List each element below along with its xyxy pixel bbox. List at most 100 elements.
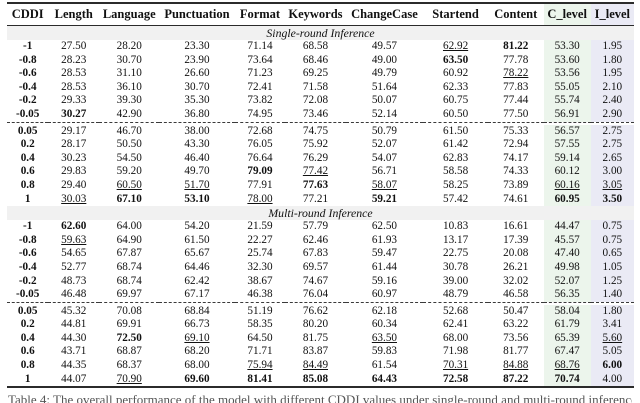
table-cell: 2.90 [590,107,634,123]
row-label-cddi: -1 [23,40,33,52]
table-cell: 56.71 [371,165,397,178]
table-cell: 75.94 [247,359,273,372]
table-cell: 0.75 [590,220,634,234]
row-label-cddi: -0.8 [18,53,37,66]
table-cell: 62.33 [442,80,469,93]
table-cell: 71.14 [247,40,273,52]
table-cell: 68.87 [116,345,142,358]
table-cell: 62.92 [442,40,469,52]
table-cell: 28.23 [61,53,87,66]
table-cell: 70.31 [442,359,469,372]
table-cell: 67.83 [302,247,329,260]
table-cell: 71.58 [302,80,329,93]
row-label-cddi: 0.4 [20,331,35,344]
table-cell: 26.21 [503,260,529,273]
results-table: CDDI Length Language Punctuation Format Keywo… [7,2,634,389]
table-cell: 68.74 [116,274,142,287]
table-cell: 62.60 [61,220,87,233]
table-cell: 3.41 [590,318,634,332]
table-cell: 22.27 [247,233,273,246]
table-cell: 72.94 [503,138,529,151]
table-cell: 46.70 [116,124,142,137]
table-cell: 47.40 [543,247,591,261]
table-cell: 64.43 [371,372,397,385]
table-cell: 80.20 [302,318,329,331]
table-cell: 59.47 [371,247,397,260]
table-cell: 77.42 [302,165,329,178]
table-cell: 61.50 [184,233,210,246]
column-header: CDDI [7,3,49,26]
table-row: -0.8 59.63 64.90 61.50 22.27 62.46 61.93 13.17 1… [7,233,634,248]
row-label-cddi: 0.2 [20,318,35,331]
table-cell: 46.38 [247,288,273,301]
table-cell: 44.81 [61,318,87,331]
table-cell: 0.65 [590,247,634,261]
table-cell: 23.30 [184,40,210,52]
table-cell: 75.92 [302,138,329,151]
table-cell: 76.64 [247,151,273,164]
table-cell: 69.60 [184,372,210,385]
table-cell: 2.65 [590,151,634,166]
table-cell: 28.17 [61,138,87,151]
table-cell: 79.09 [247,165,273,178]
table-cell: 1.80 [590,304,634,319]
table-cell: 38.00 [184,124,210,137]
column-header: Punctuation [159,3,235,26]
table-cell: 52.77 [61,260,87,273]
table-cell: 29.17 [61,124,87,137]
table-cell: 64.46 [184,260,210,273]
table-cell: 52.14 [371,107,397,120]
table-cell: 1.25 [590,274,634,289]
row-label-cddi: 0.05 [17,124,38,137]
row-label-cddi: -0.2 [18,94,37,107]
table-cell: 61.93 [371,233,397,246]
table-row: -1 62.60 64.00 54.20 21.59 57.79 62.50 10.83 16.… [7,220,634,234]
table-cell: 74.61 [503,192,529,205]
table-cell: 72.41 [247,80,273,93]
table-cell: 64.90 [116,233,142,246]
table-cell: 68.84 [184,304,210,317]
table-cell: 1.80 [590,53,634,68]
table-cell: 5.60 [590,331,634,346]
table-cell: 42.90 [116,107,142,120]
table-cell: 77.83 [503,80,529,93]
table-cell: 44.47 [543,220,591,234]
table-cell: 2.10 [590,80,634,95]
row-label-cddi: -1 [23,220,33,233]
table-cell: 30.78 [442,260,469,273]
table-cell: 76.29 [302,151,329,164]
table-row: 0.4 30.23 54.50 46.40 76.64 76.29 54.07 62.83 74… [7,151,634,166]
table-cell: 62.41 [442,318,469,331]
table-cell: 60.50 [116,178,142,191]
table-cell: 67.17 [184,288,210,301]
table-cell: 10.83 [442,220,469,233]
table-caption: Table 4: The overall performance of the … [8,392,632,403]
table-cell: 54.07 [371,151,397,164]
table-cell: 1.95 [590,67,634,81]
table-cell: 61.54 [371,359,397,372]
table-cell: 60.75 [442,94,469,107]
table-cell: 50.79 [371,124,397,137]
table-cell: 35.30 [184,94,210,107]
table-cell: 53.56 [543,67,591,81]
row-label-cddi: -0.8 [18,233,37,246]
table-cell: 69.25 [302,67,329,80]
table-cell: 77.91 [247,178,273,191]
table-cell: 68.76 [543,359,591,373]
table-cell: 3.05 [590,178,634,193]
table-cell: 60.92 [442,67,469,80]
table-cell: 30.70 [116,53,142,66]
table-cell: 29.83 [61,165,87,178]
table-cell: 77.44 [503,94,529,107]
table-cell: 38.67 [247,274,273,287]
row-label-cddi: -0.4 [18,260,37,273]
table-row: -1 27.50 28.20 23.30 71.14 68.58 49.57 62.92 81.… [7,40,634,54]
table-cell: 85.08 [302,372,329,385]
table-row: 0.6 43.71 68.87 68.20 71.71 83.87 59.83 71.98 81… [7,345,634,360]
table-cell: 27.50 [61,40,87,52]
table-cell: 63.22 [503,318,529,331]
column-header: Content [487,3,544,26]
table-row: 0.4 44.30 72.50 69.10 64.50 81.75 63.50 68.00 73… [7,331,634,346]
table-cell: 23.90 [184,53,210,66]
row-label-cddi: -0.05 [16,288,40,301]
